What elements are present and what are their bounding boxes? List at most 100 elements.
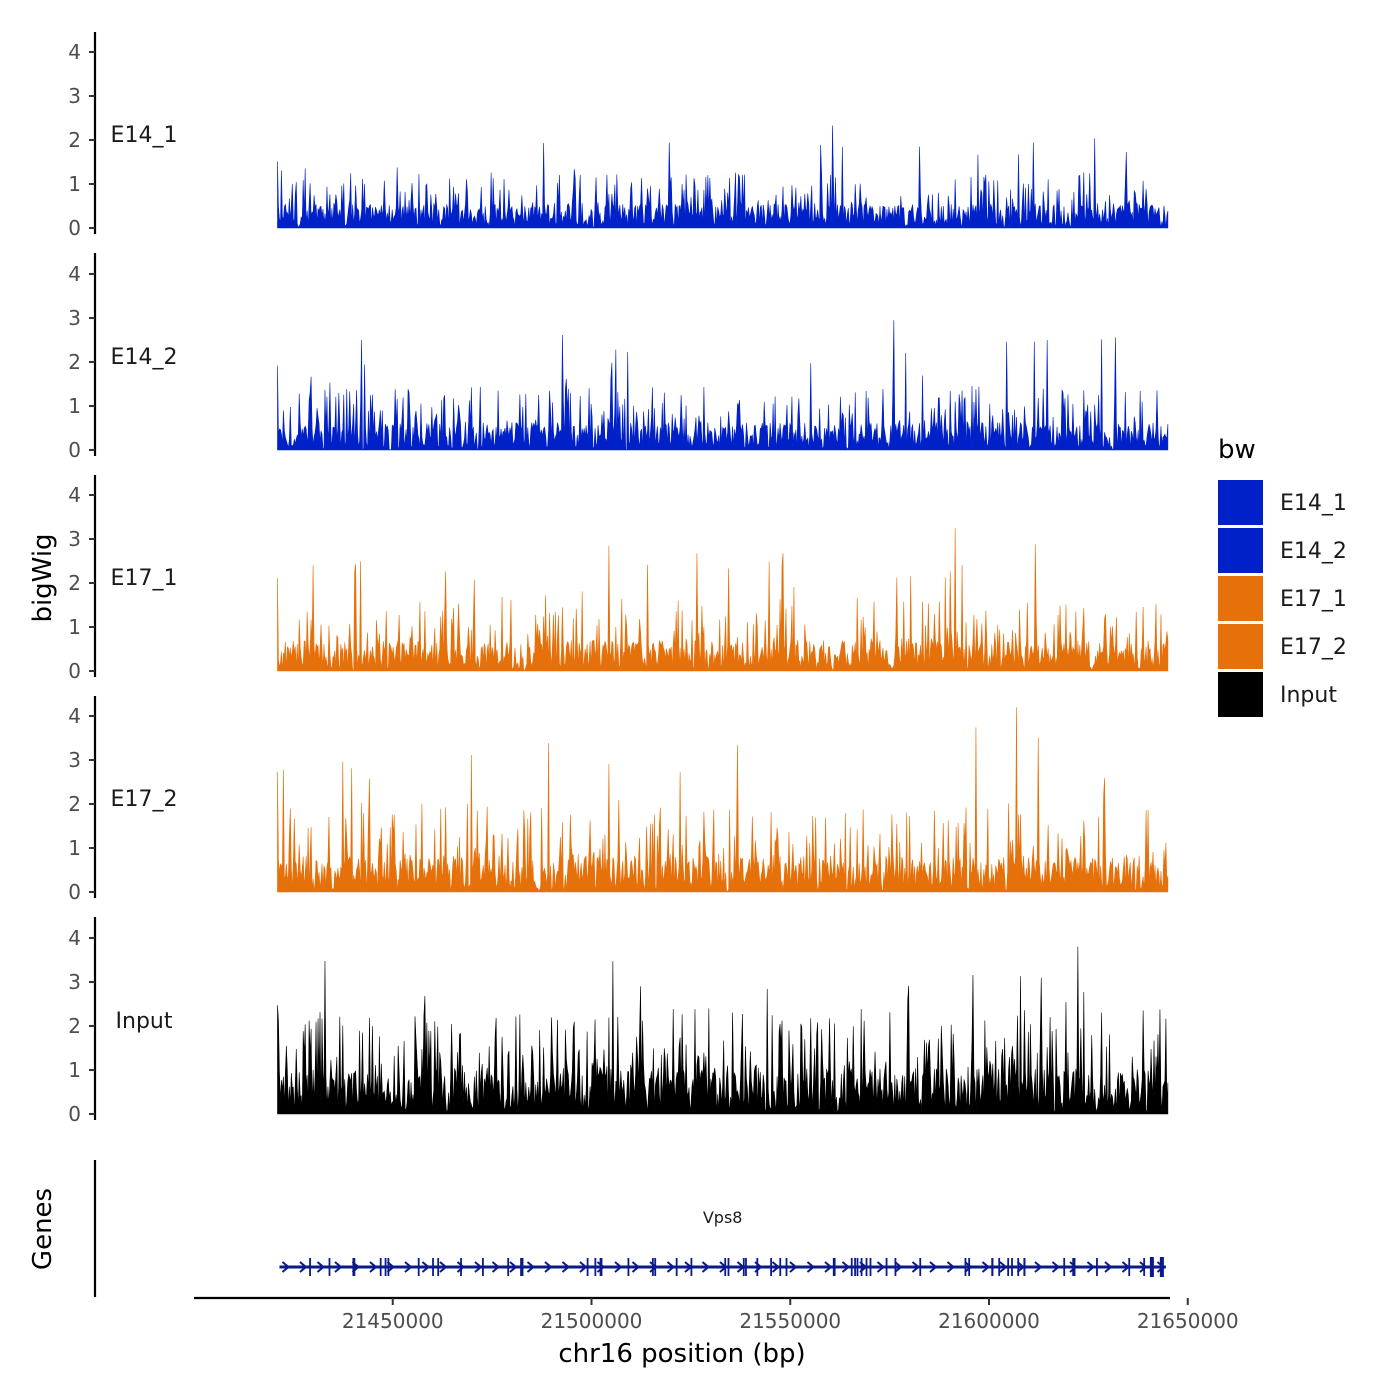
strand-arrow <box>754 1261 763 1273</box>
y-tick-label: 3 <box>68 527 81 551</box>
strand-arrow <box>631 1261 641 1273</box>
strand-arrow <box>334 1261 343 1273</box>
legend: bw E14_1 E14_2 E17_1 E17_2 Input <box>1218 435 1347 717</box>
strand-arrow <box>771 1261 781 1273</box>
strand-arrow <box>999 1261 1008 1273</box>
legend-swatch <box>1218 624 1263 669</box>
strand-arrow <box>911 1261 921 1273</box>
legend-label: E17_2 <box>1280 635 1347 660</box>
gene-Vps8: Vps8 <box>279 1208 1166 1277</box>
signal-area <box>277 946 1169 1115</box>
track-Input: 0 1 2 3 4 Input <box>68 917 1169 1126</box>
strand-arrow <box>474 1261 483 1273</box>
x-tick-label: 21650000 <box>1137 1309 1239 1333</box>
strand-arrow <box>1104 1261 1113 1273</box>
strand-arrow <box>1034 1261 1043 1273</box>
strand-arrow <box>456 1261 466 1273</box>
strand-arrow <box>1086 1261 1096 1273</box>
track-E17_2: 0 1 2 3 4 E17_2 <box>68 696 1169 904</box>
x-tick-label: 21450000 <box>342 1309 444 1333</box>
strand-arrow <box>736 1261 746 1273</box>
strand-arrow <box>929 1261 938 1273</box>
y-tick-label: 0 <box>68 1102 81 1126</box>
y-tick-label: 2 <box>68 571 81 595</box>
strand-arrow <box>316 1261 326 1273</box>
legend-label: E17_1 <box>1280 587 1347 612</box>
track-label: E14_2 <box>111 345 178 370</box>
legend-swatch <box>1218 480 1263 525</box>
strand-arrow <box>596 1261 606 1273</box>
track-label: E17_1 <box>111 566 178 591</box>
y-tick-label: 1 <box>68 1058 81 1082</box>
strand-arrow <box>981 1261 991 1273</box>
x-axis: 21450000 21500000 21550000 21600000 21650000 <box>194 1296 1239 1333</box>
strand-arrow <box>789 1261 798 1273</box>
exon-block <box>1159 1257 1164 1277</box>
y-axis-title: bigWig <box>28 533 58 622</box>
x-tick-label: 21500000 <box>541 1309 643 1333</box>
strand-arrow <box>386 1261 396 1273</box>
y-tick-label: 1 <box>68 836 81 860</box>
x-axis-title: chr16 position (bp) <box>558 1339 805 1369</box>
strand-arrow <box>561 1261 571 1273</box>
genes-axis-title: Genes <box>28 1188 58 1270</box>
track-label: E17_2 <box>111 787 178 812</box>
y-tick-label: 3 <box>68 306 81 330</box>
y-tick-label: 0 <box>68 216 81 240</box>
strand-arrow <box>369 1261 378 1273</box>
strand-arrow <box>404 1261 413 1273</box>
strand-arrow <box>666 1261 676 1273</box>
strand-arrow <box>1016 1261 1026 1273</box>
y-tick-label: 4 <box>68 483 81 507</box>
track-E14_1: 0 1 2 3 4 E14_1 <box>68 32 1169 240</box>
strand-arrow <box>351 1261 361 1273</box>
strand-arrow <box>509 1261 518 1273</box>
track-label: E14_1 <box>111 123 178 148</box>
strand-arrow <box>526 1261 536 1273</box>
strand-arrow <box>946 1261 956 1273</box>
genes-track: Vps8 <box>93 1160 1166 1297</box>
strand-arrow <box>684 1261 693 1273</box>
strand-arrow <box>281 1261 291 1273</box>
x-tick-label: 21550000 <box>739 1309 841 1333</box>
y-tick-label: 2 <box>68 350 81 374</box>
track-label: Input <box>116 1009 173 1034</box>
strand-arrow <box>964 1261 973 1273</box>
y-tick-label: 3 <box>68 970 81 994</box>
strand-arrow <box>806 1261 816 1273</box>
y-tick-label: 4 <box>68 704 81 728</box>
legend-swatch <box>1218 576 1263 621</box>
exon-block <box>1149 1257 1154 1277</box>
strand-arrow <box>876 1261 886 1273</box>
strand-arrow <box>824 1261 833 1273</box>
y-tick-label: 3 <box>68 748 81 772</box>
track-E17_1: 0 1 2 3 4 E17_1 <box>68 475 1169 683</box>
strand-arrow <box>1121 1261 1131 1273</box>
y-tick-label: 2 <box>68 1014 81 1038</box>
legend-label: Input <box>1280 683 1337 708</box>
strand-arrow <box>649 1261 658 1273</box>
strand-arrow <box>1069 1261 1078 1273</box>
strand-arrow <box>579 1261 588 1273</box>
strand-arrow <box>614 1261 623 1273</box>
y-tick-label: 0 <box>68 880 81 904</box>
strand-arrow <box>491 1261 501 1273</box>
y-tick-label: 4 <box>68 926 81 950</box>
y-tick-label: 2 <box>68 792 81 816</box>
strand-arrow <box>1051 1261 1061 1273</box>
strand-arrow <box>719 1261 728 1273</box>
y-tick-label: 3 <box>68 84 81 108</box>
legend-label: E14_2 <box>1280 539 1347 564</box>
y-tick-label: 1 <box>68 615 81 639</box>
bigwig-tracks: 0 1 2 3 4 E14_1 0 1 2 3 4 E14_2 0 1 2 3 4 E17_1 0 1 2 3 4 E17_2… <box>68 32 1169 1126</box>
track-E14_2: 0 1 2 3 4 E14_2 <box>68 253 1169 462</box>
strand-arrow <box>841 1261 851 1273</box>
gene-label: Vps8 <box>703 1208 743 1227</box>
y-tick-label: 4 <box>68 262 81 286</box>
strand-arrow <box>1139 1261 1148 1273</box>
signal-area <box>277 527 1169 672</box>
y-tick-label: 0 <box>68 438 81 462</box>
strand-arrow <box>421 1261 431 1273</box>
strand-arrow <box>859 1261 868 1273</box>
